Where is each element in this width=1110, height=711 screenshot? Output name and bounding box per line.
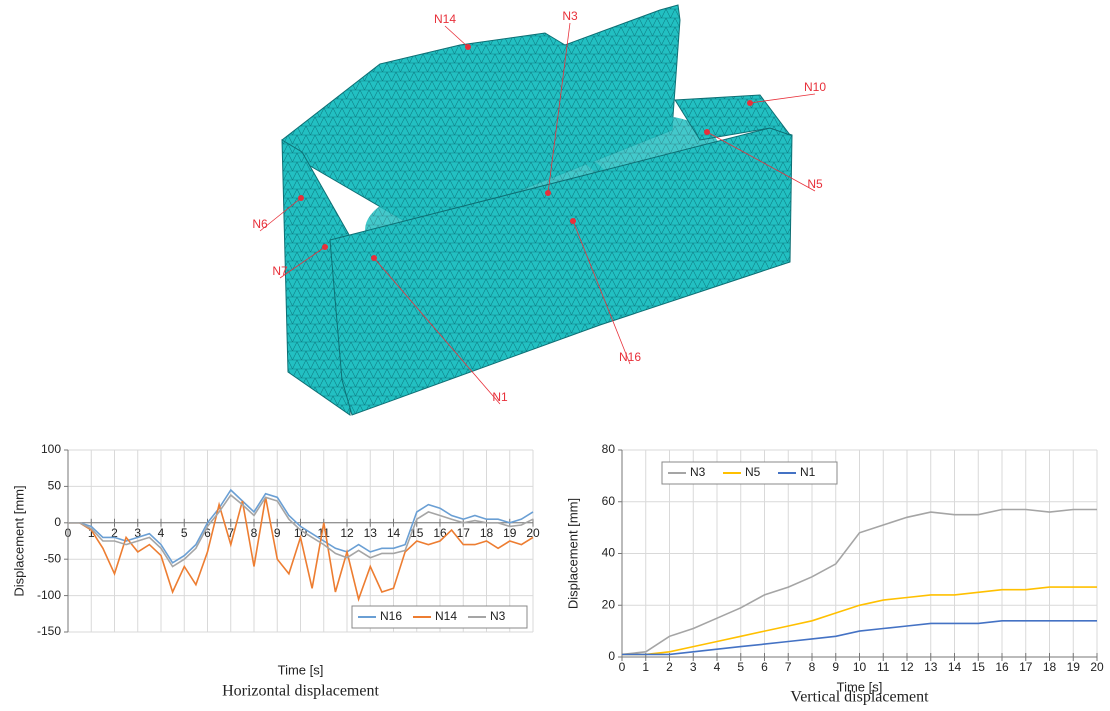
x-tick-label: 7 <box>227 526 234 540</box>
mesh-model <box>281 4 793 416</box>
x-tick-label: 19 <box>1067 660 1081 674</box>
node-label: N14 <box>434 12 456 26</box>
node-label: N16 <box>619 350 641 364</box>
node-label: N5 <box>807 177 823 191</box>
y-tick-label: 20 <box>602 597 616 611</box>
x-tick-label: 14 <box>387 526 401 540</box>
y-tick-label: -50 <box>44 551 62 565</box>
x-tick-label: 2 <box>111 526 118 540</box>
node-label: N6 <box>252 217 268 231</box>
x-tick-label: 8 <box>809 660 816 674</box>
caption: Horizontal displacement <box>222 683 379 700</box>
x-tick-label: 16 <box>433 526 447 540</box>
node-dot <box>570 218 576 224</box>
node-label: N1 <box>492 390 508 404</box>
legend-box <box>351 605 528 629</box>
x-tick-label: 0 <box>619 660 626 674</box>
caption: Vertical displacement <box>790 689 929 706</box>
node-labels: N14 N3 N10 N5 N6 N7 N16 N1 <box>252 9 826 405</box>
x-tick-label: 5 <box>737 660 744 674</box>
x-tick-label: 9 <box>832 660 839 674</box>
y-axis-title: Displacement [mm] <box>11 485 26 596</box>
chart: -150-100-5005010001234567891011121314151… <box>11 442 540 700</box>
x-tick-label: 3 <box>690 660 697 674</box>
x-tick-label: 12 <box>340 526 354 540</box>
leader-line <box>279 246 326 279</box>
node-dot <box>322 244 328 250</box>
x-tick-label: 17 <box>1019 660 1033 674</box>
leader-line <box>706 131 816 192</box>
series-line <box>68 493 534 568</box>
node-dot <box>465 44 471 50</box>
y-tick-label: 0 <box>54 515 61 529</box>
legend-box <box>661 461 838 485</box>
legend-label: N3 <box>490 609 506 623</box>
node-label: N7 <box>272 264 288 278</box>
y-tick-label: 100 <box>41 442 61 456</box>
x-tick-label: 9 <box>274 526 281 540</box>
series-line <box>622 620 1097 656</box>
x-tick-label: 8 <box>251 526 258 540</box>
node-label: N3 <box>562 9 578 23</box>
x-tick-label: 13 <box>364 526 378 540</box>
x-tick-label: 18 <box>480 526 494 540</box>
y-tick-label: 80 <box>602 442 616 456</box>
leader-line <box>749 93 816 104</box>
x-tick-label: 4 <box>714 660 721 674</box>
x-tick-label: 20 <box>1090 660 1104 674</box>
x-tick-label: 7 <box>785 660 792 674</box>
y-tick-label: 50 <box>48 479 62 493</box>
x-tick-label: 15 <box>972 660 986 674</box>
series-line <box>621 508 1097 656</box>
x-tick-label: 20 <box>526 526 540 540</box>
x-tick-label: 12 <box>900 660 914 674</box>
node-dot <box>371 255 377 261</box>
legend-label: N16 <box>380 609 402 623</box>
x-axis-title: Time [s] <box>837 679 883 694</box>
x-tick-label: 14 <box>948 660 962 674</box>
x-tick-label: 3 <box>134 526 141 540</box>
x-tick-label: 10 <box>853 660 867 674</box>
x-tick-label: 11 <box>877 660 890 674</box>
series-line <box>622 586 1097 656</box>
node-dot <box>704 129 710 135</box>
x-tick-label: 2 <box>666 660 673 674</box>
leader-line <box>444 25 469 48</box>
x-axis-title: Time [s] <box>278 662 324 677</box>
leader-line <box>547 22 571 194</box>
node-dot <box>545 190 551 196</box>
x-tick-label: 13 <box>924 660 938 674</box>
y-tick-label: -150 <box>37 624 61 638</box>
x-tick-label: 1 <box>642 660 649 674</box>
legend-label: N3 <box>690 465 706 479</box>
node-dot <box>747 100 753 106</box>
x-tick-label: 18 <box>1043 660 1057 674</box>
series-line <box>68 488 534 564</box>
node-dot <box>298 195 304 201</box>
y-tick-label: -100 <box>37 588 61 602</box>
node-label: N10 <box>804 80 826 94</box>
x-tick-label: 1 <box>88 526 95 540</box>
leader-line <box>373 257 501 405</box>
y-tick-label: 40 <box>602 546 616 560</box>
y-axis-title: Displacement [mm] <box>565 498 580 609</box>
x-tick-label: 5 <box>181 526 188 540</box>
x-tick-label: 4 <box>158 526 165 540</box>
leader-line <box>259 197 302 232</box>
legend-label: N1 <box>800 465 816 479</box>
x-tick-label: 17 <box>457 526 471 540</box>
series-line <box>68 497 534 602</box>
x-tick-label: 19 <box>503 526 517 540</box>
legend-label: N14 <box>435 609 457 623</box>
x-tick-label: 6 <box>204 526 211 540</box>
legend-label: N5 <box>745 465 761 479</box>
y-tick-label: 0 <box>608 649 615 663</box>
x-tick-label: 6 <box>761 660 768 674</box>
leader-line <box>572 220 631 365</box>
y-tick-label: 60 <box>602 494 616 508</box>
x-tick-label: 16 <box>995 660 1009 674</box>
